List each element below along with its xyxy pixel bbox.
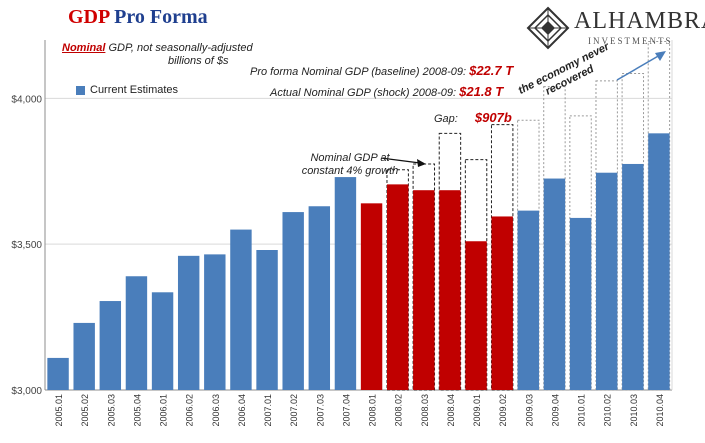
- x-tick-label: 2005.02: [80, 394, 90, 427]
- gdp-bar: [282, 212, 304, 390]
- gap-value: $907b: [474, 110, 512, 125]
- legend-label: Current Estimates: [90, 84, 179, 96]
- x-tick-label: 2006.03: [211, 394, 221, 427]
- x-tick-label: 2010.01: [577, 394, 587, 427]
- gdp-bar: [622, 163, 644, 390]
- y-tick-label: $3,500: [11, 240, 42, 251]
- gdp-bar: [125, 276, 148, 390]
- actual-annotation: Actual Nominal GDP (shock) 2008-09: $21.…: [270, 84, 503, 99]
- gap-annotation: Gap: $907b: [434, 110, 512, 125]
- baseline-text: Pro forma Nominal GDP (baseline) 2008-09…: [250, 66, 467, 78]
- x-tick-label: 2005.04: [132, 394, 142, 427]
- gdp-bar: [569, 217, 592, 390]
- recovery-arrow-head: [655, 51, 666, 61]
- x-tick-label: 2005.03: [106, 394, 116, 427]
- gdp-bar: [595, 172, 618, 390]
- gdp-bar: [517, 210, 540, 390]
- baseline-annotation: Pro forma Nominal GDP (baseline) 2008-09…: [250, 63, 513, 78]
- logo-brand: ALHAMBRA: [574, 8, 705, 34]
- x-tick-label: 2010.03: [629, 394, 639, 427]
- gdp-bar: [99, 301, 122, 390]
- gdp-bar: [230, 229, 252, 390]
- x-tick-label: 2009.02: [498, 394, 508, 427]
- x-tick-label: 2009.01: [472, 394, 482, 427]
- logo-sub: INVESTMENTS: [588, 36, 673, 46]
- x-tick-label: 2008.03: [420, 394, 430, 427]
- x-tick-label: 2008.01: [368, 394, 378, 427]
- gdp-bar: [543, 178, 566, 390]
- gdp-bar: [360, 203, 383, 390]
- x-tick-label: 2006.02: [185, 394, 195, 427]
- legend-swatch: [76, 85, 85, 95]
- x-tick-label: 2010.04: [655, 394, 665, 427]
- gdp-bar: [47, 357, 69, 390]
- x-tick-label: 2008.02: [394, 394, 404, 427]
- y-tick-label: $4,000: [11, 94, 42, 105]
- actual-value: $21.8 T: [459, 84, 504, 99]
- gdp-bar: [334, 177, 357, 390]
- logo-emblem-icon: [526, 6, 570, 50]
- gdp-bar: [73, 322, 95, 390]
- gdp-bar: [491, 216, 513, 390]
- x-tick-label: 2007.03: [315, 394, 325, 427]
- gap-text: Gap:: [434, 113, 458, 125]
- chart-title: GDP Pro Forma: [68, 6, 208, 29]
- gdp-bar: [465, 241, 487, 390]
- legend: Current Estimates: [76, 84, 178, 96]
- gdp-bar: [648, 133, 670, 391]
- title-pro-forma: Pro Forma: [114, 6, 208, 28]
- gdp-bar: [308, 206, 331, 390]
- x-tick-label: 2010.02: [603, 394, 613, 427]
- actual-text: Actual Nominal GDP (shock) 2008-09:: [270, 87, 457, 99]
- gdp-bar: [439, 190, 461, 390]
- growth-arrow-line: [380, 157, 421, 164]
- x-tick-label: 2008.04: [446, 394, 456, 427]
- x-tick-label: 2009.04: [550, 394, 560, 427]
- growth-arrow-head: [417, 159, 426, 167]
- gdp-bar: [151, 292, 174, 390]
- x-tick-label: 2007.01: [263, 394, 273, 427]
- title-gdp: GDP: [68, 6, 110, 28]
- gdp-bar: [177, 255, 200, 390]
- x-tick-label: 2005.01: [54, 394, 64, 427]
- baseline-value: $22.7 T: [469, 63, 514, 78]
- gdp-bar: [204, 254, 226, 390]
- recovery-arrow-line: [616, 54, 661, 81]
- subtitle-rest: GDP, not seasonally-adjusted: [108, 42, 253, 54]
- gdp-bar: [413, 190, 435, 390]
- alhambra-logo: ALHAMBRA INVESTMENTS: [524, 6, 705, 50]
- x-tick-label: 2006.04: [237, 394, 247, 427]
- x-tick-label: 2009.03: [524, 394, 534, 427]
- growth-note: Nominal GDP at constant 4% growth: [301, 152, 399, 177]
- gdp-bar: [386, 184, 409, 390]
- x-tick-label: 2007.04: [341, 394, 351, 427]
- x-tick-label: 2007.02: [289, 394, 299, 427]
- subtitle-nominal: Nominal: [62, 42, 106, 54]
- gdp-bar: [256, 250, 278, 390]
- y-tick-label: $3,000: [11, 386, 42, 397]
- subtitle-units: billions of $s: [168, 55, 229, 67]
- x-tick-label: 2006.01: [159, 394, 169, 427]
- chart-subtitle: Nominal GDP, not seasonally-adjusted bil…: [62, 42, 253, 68]
